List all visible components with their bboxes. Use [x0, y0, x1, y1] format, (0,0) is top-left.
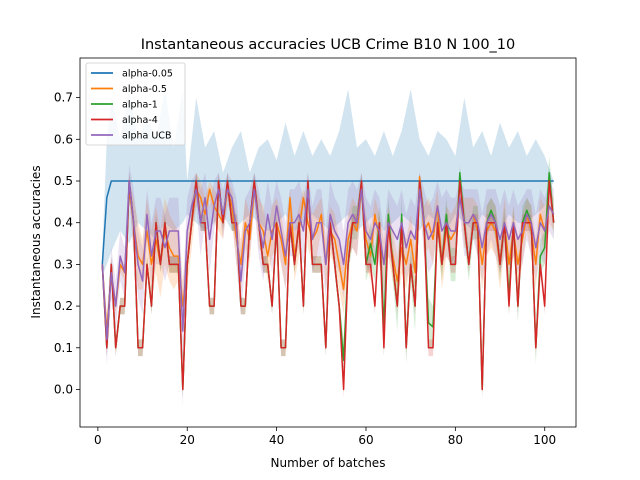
y-tick-label: 0.4: [54, 216, 73, 230]
series-line-4: [101, 180, 555, 341]
y-axis: 0.0 0.1 0.2 0.3 0.4 0.5 0.6 0.7: [54, 91, 80, 396]
x-tick-label: 0: [94, 433, 102, 447]
x-tick-label: 60: [358, 433, 373, 447]
legend-label: alpha-4: [122, 115, 158, 126]
y-tick-label: 0.7: [54, 91, 73, 105]
legend-label: alpha-0.5: [122, 84, 167, 95]
legend-label: alpha UCB: [122, 131, 171, 142]
band-1: [102, 172, 554, 340]
x-tick-label: 80: [448, 433, 463, 447]
legend-label: alpha-1: [122, 100, 158, 111]
y-tick-label: 0.2: [54, 299, 73, 313]
y-tick-label: 0.0: [54, 382, 73, 396]
legend-label: alpha-0.05: [122, 69, 173, 80]
series-line-0: [101, 180, 554, 265]
y-tick-label: 0.5: [54, 174, 73, 188]
y-tick-label: 0.1: [54, 341, 73, 355]
legend-box: [85, 62, 186, 146]
band-0: [102, 89, 554, 277]
x-tick-label: 20: [180, 433, 195, 447]
x-axis: 0 20 40 60 80 100: [94, 427, 556, 447]
x-axis-label: Number of batches: [271, 456, 386, 470]
x-tick-label: 40: [269, 433, 284, 447]
chart-title: Instantaneous accuracies UCB Crime B10 N…: [141, 37, 516, 53]
y-axis-label: Instantaneous accuracies: [29, 165, 43, 318]
series-lines: [101, 171, 555, 391]
x-tick-label: 100: [533, 433, 556, 447]
y-tick-label: 0.6: [54, 132, 73, 146]
y-tick-label: 0.3: [54, 257, 73, 271]
legend: alpha-0.05 alpha-0.5 alpha-1 alpha-4 alpha U…: [85, 62, 186, 146]
series-line-3: [101, 180, 555, 391]
plot-frame: [79, 57, 577, 428]
